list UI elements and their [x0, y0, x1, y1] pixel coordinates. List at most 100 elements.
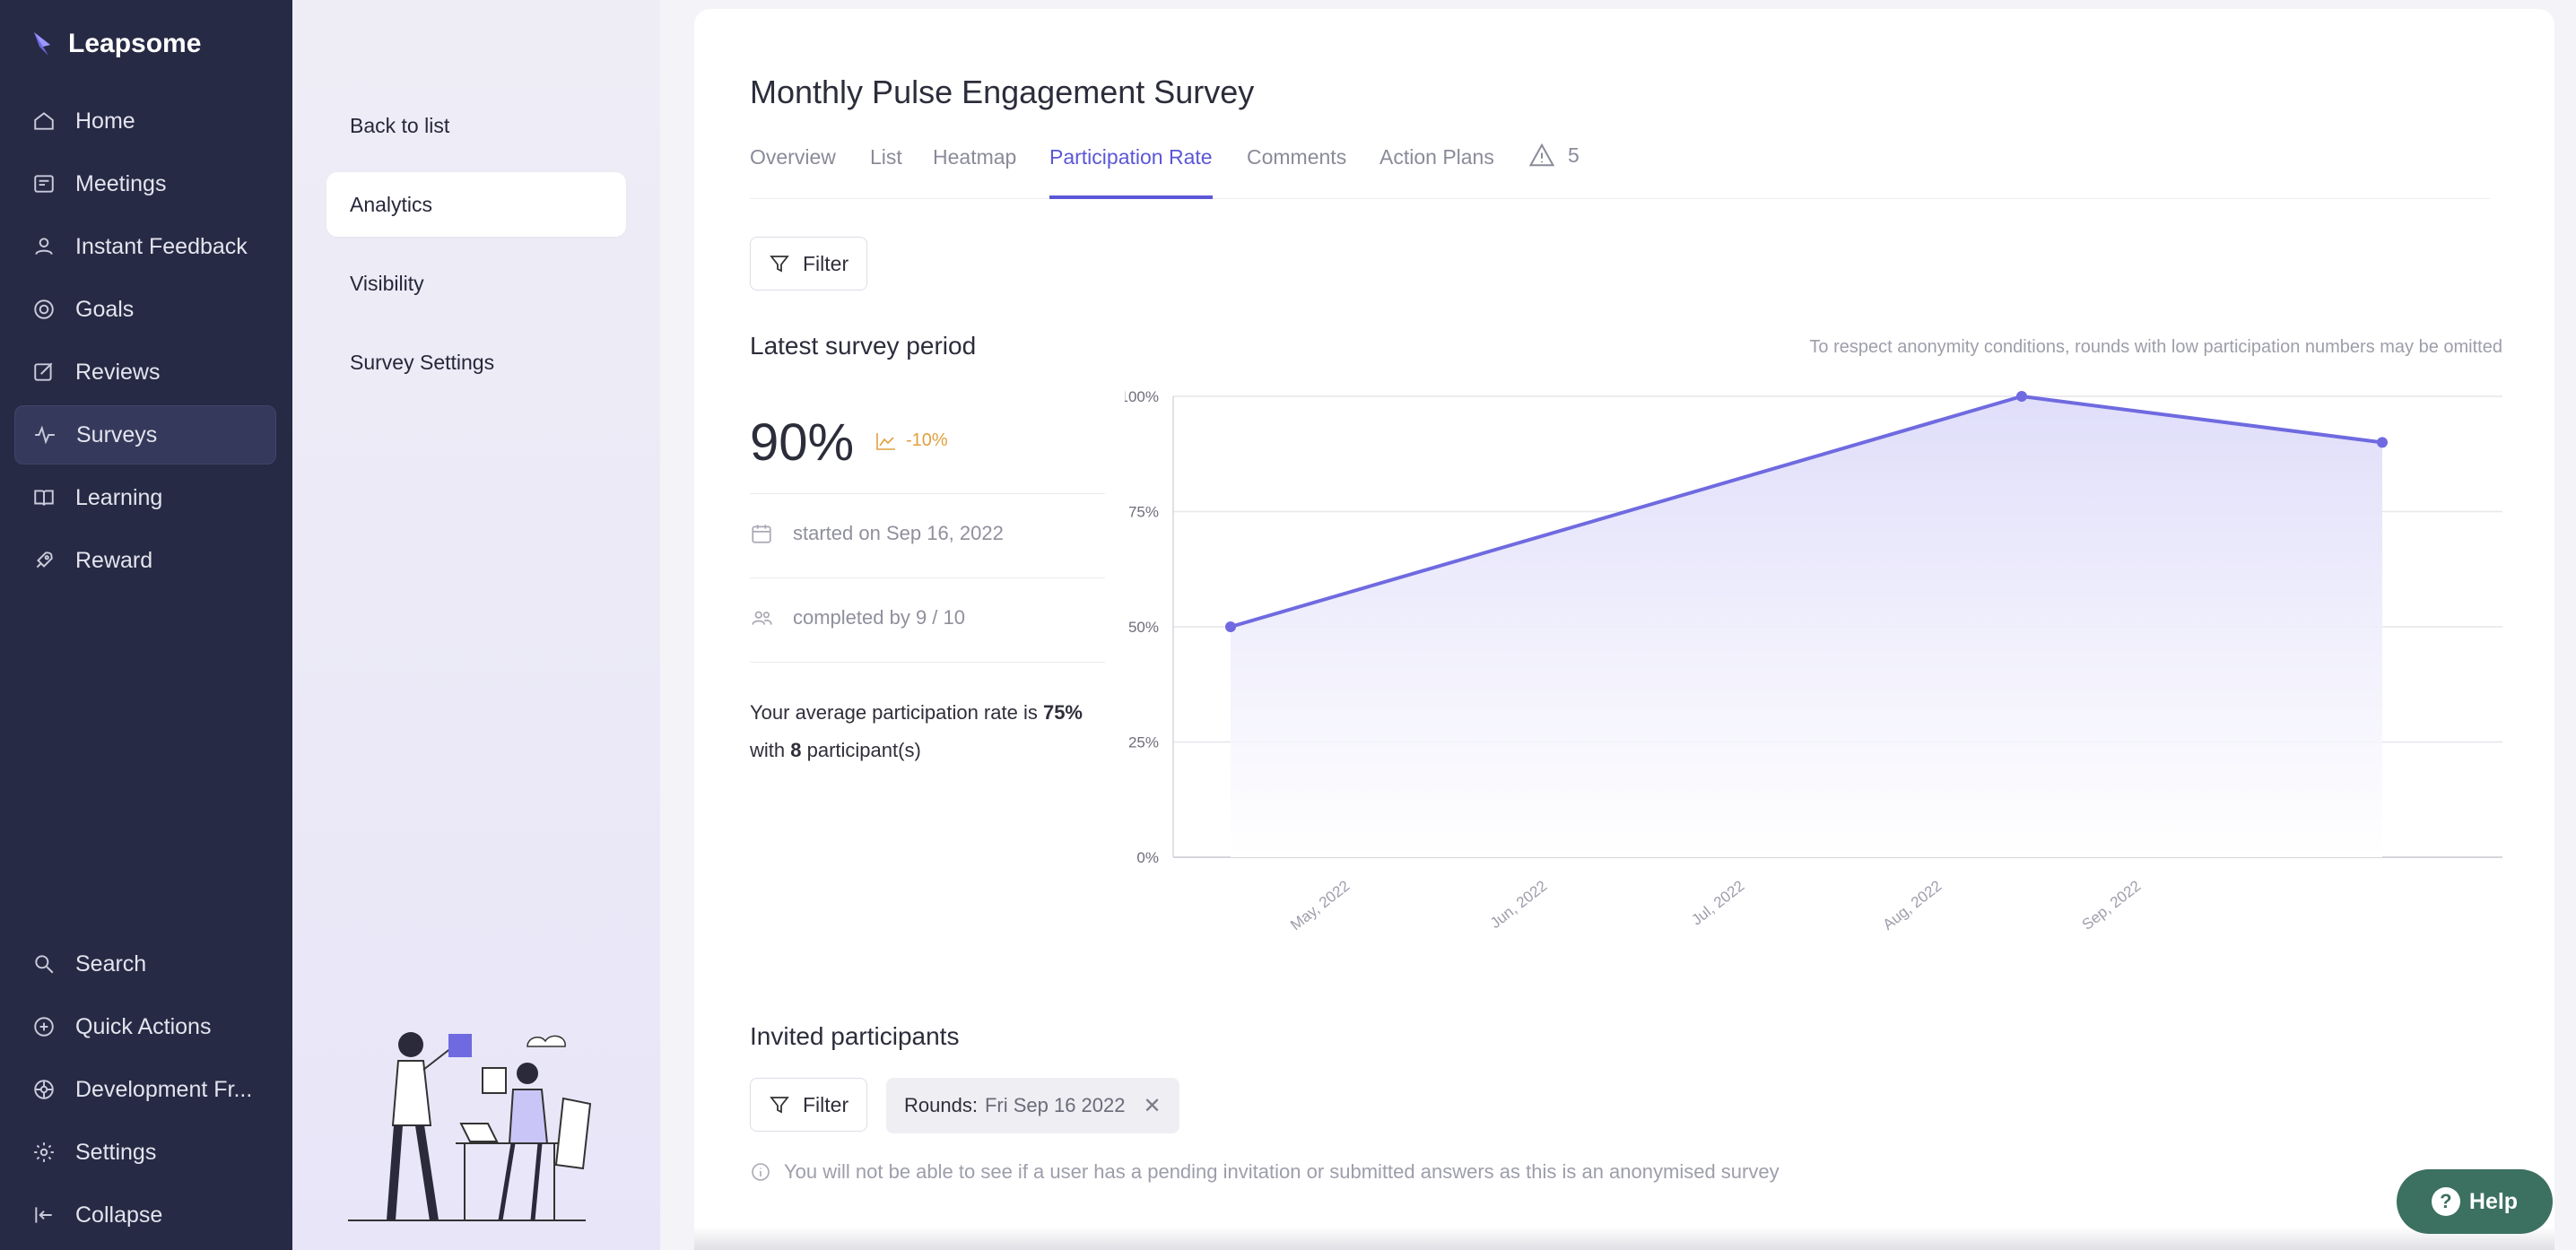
- list-fade: [694, 1227, 2554, 1250]
- tab-overview[interactable]: Overview: [750, 145, 836, 169]
- rounds-filter-chip[interactable]: Rounds: Fri Sep 16 2022 ✕: [886, 1078, 1179, 1133]
- x-tick-label: Aug, 2022: [1880, 877, 1945, 933]
- tab-participation-rate[interactable]: Participation Rate: [1049, 145, 1213, 199]
- leapsome-logo-icon: [34, 32, 50, 56]
- sidebar-item-goals[interactable]: Goals: [14, 280, 276, 339]
- tab-heatmap[interactable]: Heatmap: [933, 145, 1017, 169]
- survey-subnav: Back to list Analytics Visibility Survey…: [292, 0, 660, 1250]
- subnav-survey-settings[interactable]: Survey Settings: [326, 330, 626, 395]
- data-point[interactable]: [1225, 621, 1236, 632]
- warning-count: 5: [1568, 143, 1580, 167]
- sidebar-item-label: Collapse: [75, 1202, 163, 1228]
- sidebar-item-label: Learning: [75, 484, 163, 510]
- tab-bar: Overview List Heatmap Participation Rate…: [750, 135, 2490, 199]
- subnav-back-to-list[interactable]: Back to list: [326, 93, 626, 158]
- page-title: Monthly Pulse Engagement Survey: [750, 74, 1255, 110]
- teamwork-illustration: [348, 1032, 592, 1221]
- info-text: You will not be able to see if a user ha…: [784, 1160, 1780, 1183]
- average-participation-text: Your average participation rate is 75% w…: [750, 694, 1127, 769]
- brand-logo[interactable]: Leapsome: [30, 29, 201, 59]
- sidebar-item-search[interactable]: Search: [14, 934, 276, 994]
- tab-list[interactable]: List: [870, 145, 902, 169]
- x-tick-label: May, 2022: [1287, 877, 1353, 933]
- avg-count: 8: [790, 739, 802, 761]
- chart-series: [1225, 391, 2388, 857]
- y-axis-ticks: 0% 25% 50% 75% 100%: [1125, 388, 1159, 866]
- sidebar-item-quick-actions[interactable]: Quick Actions: [14, 997, 276, 1056]
- participation-rate-chart: 0% 25% 50% 75% 100% May, 2022 Jun, 2022 Jul, 2…: [1125, 388, 2502, 933]
- y-tick-label: 25%: [1128, 734, 1159, 751]
- y-tick-label: 50%: [1128, 619, 1159, 636]
- goals-icon: [34, 299, 54, 319]
- change-value: -10%: [906, 430, 948, 450]
- completed-row: completed by 9 / 10: [750, 606, 965, 629]
- divider: [750, 493, 1105, 494]
- help-label: Help: [2468, 1188, 2519, 1214]
- tab-warnings[interactable]: 5: [1528, 142, 1580, 169]
- sidebar-item-learning[interactable]: Learning: [14, 468, 276, 527]
- surveys-icon: [35, 425, 55, 445]
- framework-icon: [34, 1080, 54, 1099]
- chip-value: Fri Sep 16 2022: [984, 1094, 1126, 1116]
- sidebar-item-label: Home: [75, 108, 135, 134]
- sidebar-item-reviews[interactable]: Reviews: [14, 343, 276, 402]
- avg-with: with: [750, 739, 786, 761]
- sidebar-item-meetings[interactable]: Meetings: [14, 154, 276, 213]
- filter-icon: [770, 1097, 789, 1114]
- calendar-icon: [752, 525, 771, 543]
- sidebar-item-label: Search: [75, 951, 147, 977]
- data-point[interactable]: [2016, 391, 2027, 402]
- sidebar-item-development-framework[interactable]: Development Fr...: [14, 1060, 276, 1119]
- subnav-visibility[interactable]: Visibility: [326, 251, 626, 316]
- tab-comments[interactable]: Comments: [1247, 145, 1347, 169]
- started-row: started on Sep 16, 2022: [750, 522, 1004, 545]
- subnav-label: Survey Settings: [350, 350, 495, 374]
- collapse-icon: [35, 1207, 52, 1223]
- avg-value: 75%: [1042, 701, 1083, 724]
- reviews-icon: [34, 362, 53, 381]
- sidebar-item-settings[interactable]: Settings: [14, 1123, 276, 1182]
- x-tick-label: Sep, 2022: [2079, 877, 2145, 933]
- trend-chart-icon: [876, 432, 895, 450]
- gear-icon: [34, 1142, 54, 1162]
- subnav-analytics[interactable]: Analytics: [326, 172, 626, 237]
- completed-text: completed by 9 / 10: [793, 606, 966, 629]
- chip-label: Rounds:: [904, 1094, 978, 1116]
- chip-close-icon[interactable]: ✕: [1143, 1093, 1162, 1118]
- sidebar-item-collapse[interactable]: Collapse: [14, 1185, 276, 1245]
- warning-icon: [1528, 143, 1555, 167]
- series-area: [1231, 396, 2382, 857]
- sidebar-item-reward[interactable]: Reward: [14, 531, 276, 590]
- sidebar-item-label: Surveys: [76, 421, 158, 447]
- participants-filter-button[interactable]: Filter: [750, 1078, 868, 1132]
- main-content: Monthly Pulse Engagement Survey Overview…: [694, 9, 2554, 1250]
- sidebar-item-label: Instant Feedback: [75, 233, 248, 259]
- anonymity-note: To respect anonymity conditions, rounds …: [1809, 337, 2502, 357]
- sidebar-item-surveys[interactable]: Surveys: [14, 405, 276, 464]
- sidebar-item-label: Goals: [75, 296, 135, 322]
- y-tick-label: 100%: [1125, 388, 1159, 405]
- x-axis-ticks: May, 2022 Jun, 2022 Jul, 2022 Aug, 2022 Sep,…: [1287, 877, 2144, 933]
- sidebar-item-instant-feedback[interactable]: Instant Feedback: [14, 217, 276, 276]
- learning-icon: [34, 490, 54, 506]
- change-badge: -10%: [875, 430, 948, 451]
- anonymised-info: You will not be able to see if a user ha…: [750, 1160, 1780, 1184]
- tab-action-plans[interactable]: Action Plans: [1379, 145, 1494, 169]
- filter-label: Filter: [803, 1092, 849, 1116]
- participation-percent: 90%: [750, 413, 855, 472]
- help-icon: ?: [2431, 1187, 2460, 1216]
- subnav-label: Visibility: [350, 271, 424, 295]
- sidebar-item-label: Settings: [75, 1139, 157, 1165]
- users-icon: [752, 611, 772, 625]
- filter-icon: [770, 256, 789, 273]
- y-tick-label: 0%: [1136, 849, 1159, 866]
- feedback-icon: [35, 238, 53, 256]
- data-point[interactable]: [2377, 437, 2388, 448]
- sidebar-item-home[interactable]: Home: [14, 91, 276, 151]
- info-icon: [752, 1163, 770, 1181]
- latest-period-heading: Latest survey period: [750, 332, 977, 360]
- subnav-label: Back to list: [350, 113, 450, 137]
- filter-button[interactable]: Filter: [750, 237, 868, 291]
- help-button[interactable]: ? Help: [2397, 1169, 2553, 1234]
- meetings-icon: [34, 175, 54, 193]
